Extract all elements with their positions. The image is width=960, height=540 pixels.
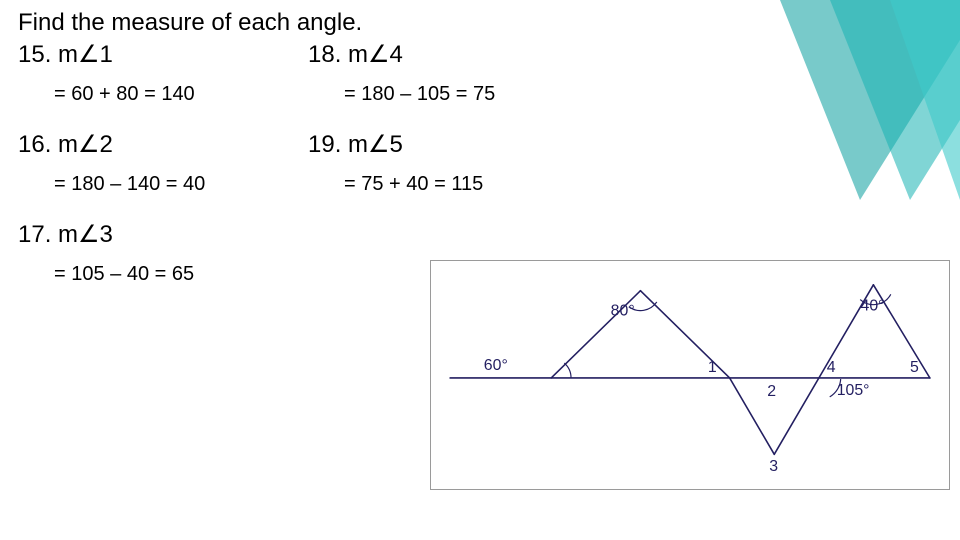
corner-decoration bbox=[660, 0, 960, 200]
instruction-heading: Find the measure of each angle. bbox=[18, 8, 618, 38]
q18-answer: = 180 – 105 = 75 bbox=[308, 83, 598, 106]
svg-text:60°: 60° bbox=[484, 357, 508, 374]
svg-text:105°: 105° bbox=[837, 382, 870, 399]
q15-answer: = 60 + 80 = 140 bbox=[18, 83, 308, 106]
q16-label: 16. m∠2 bbox=[18, 130, 308, 159]
q17-label: 17. m∠3 bbox=[18, 220, 308, 249]
q19-label: 19. m∠5 bbox=[308, 130, 598, 159]
slide: Find the measure of each angle. 15. m∠1 … bbox=[0, 0, 960, 540]
svg-text:5: 5 bbox=[910, 359, 919, 376]
svg-text:3: 3 bbox=[769, 458, 778, 475]
svg-text:80°: 80° bbox=[611, 303, 635, 320]
q16-answer: = 180 – 140 = 40 bbox=[18, 173, 308, 196]
svg-text:1: 1 bbox=[708, 359, 717, 376]
row-a-2: = 180 – 140 = 40 = 75 + 40 = 115 bbox=[18, 173, 618, 196]
q18-label: 18. m∠4 bbox=[308, 40, 598, 69]
row-q-3: 17. m∠3 bbox=[18, 220, 618, 249]
svg-text:4: 4 bbox=[827, 359, 836, 376]
row-q-1: 15. m∠1 18. m∠4 bbox=[18, 40, 618, 69]
problems-grid: 15. m∠1 18. m∠4 = 60 + 80 = 140 = 180 – … bbox=[18, 40, 618, 286]
svg-text:40°: 40° bbox=[861, 298, 885, 315]
row-a-1: = 60 + 80 = 140 = 180 – 105 = 75 bbox=[18, 83, 618, 106]
q19-answer: = 75 + 40 = 115 bbox=[308, 173, 598, 196]
q15-label: 15. m∠1 bbox=[18, 40, 308, 69]
angle-diagram: 60° 80° 40° 1 2 3 4105° 5 bbox=[430, 260, 950, 490]
q17-answer: = 105 – 40 = 65 bbox=[18, 263, 308, 286]
svg-text:2: 2 bbox=[767, 383, 776, 400]
row-q-2: 16. m∠2 19. m∠5 bbox=[18, 130, 618, 159]
